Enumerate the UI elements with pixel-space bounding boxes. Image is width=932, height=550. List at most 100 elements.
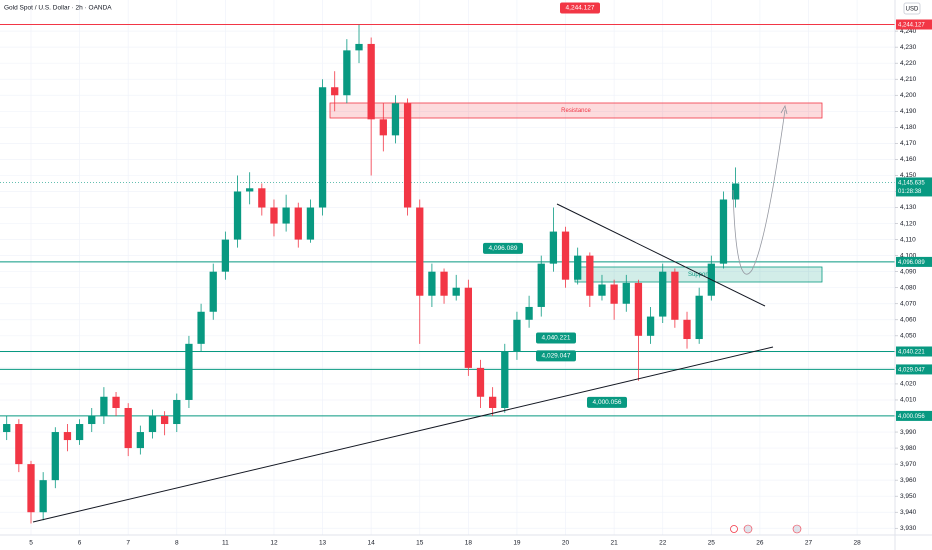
event-icon[interactable] bbox=[730, 525, 738, 533]
candle-body bbox=[367, 43, 375, 120]
level-axis-label: 4,244.127 bbox=[898, 23, 925, 29]
level-tag-label: 4,029.047 bbox=[542, 353, 571, 360]
x-tick-label: 11 bbox=[222, 540, 229, 547]
y-tick-label: 4,230 bbox=[900, 44, 917, 51]
y-tick-label: 3,930 bbox=[900, 525, 917, 532]
x-tick-label: 14 bbox=[368, 540, 376, 547]
candle-body bbox=[148, 416, 157, 433]
level-tag-label: 4,000.056 bbox=[593, 399, 622, 406]
candle-body bbox=[173, 399, 181, 425]
chart-title: Gold Spot / U.S. Dollar · 2h · OANDA bbox=[4, 5, 112, 12]
candle-body bbox=[416, 207, 424, 296]
level-axis-tag bbox=[896, 410, 932, 421]
price-axis bbox=[895, 0, 932, 550]
y-tick-label: 3,960 bbox=[900, 477, 917, 484]
y-tick-label: 4,190 bbox=[900, 108, 917, 115]
candle-body bbox=[160, 416, 169, 425]
level-axis-label: 4,040.221 bbox=[898, 350, 925, 356]
candle-body bbox=[634, 282, 643, 336]
y-tick-label: 4,100 bbox=[900, 252, 917, 259]
y-tick-label: 3,990 bbox=[900, 429, 917, 436]
candle-body bbox=[197, 311, 205, 344]
level-tag-label: 4,244.127 bbox=[566, 5, 595, 12]
candle-body bbox=[51, 432, 59, 481]
candle-body bbox=[598, 284, 606, 296]
candle-body bbox=[27, 464, 35, 513]
y-tick-label: 4,050 bbox=[900, 333, 917, 340]
x-tick-label: 12 bbox=[270, 540, 278, 547]
candle-body bbox=[270, 207, 278, 224]
y-tick-label: 3,970 bbox=[900, 461, 917, 468]
axes: 3,930 3,940 3,950 3,960 3,970 3,980 3,990 4,000… bbox=[29, 19, 932, 547]
candle-body bbox=[343, 50, 351, 96]
candle-body bbox=[452, 287, 460, 296]
candles bbox=[3, 24, 740, 524]
falling-trendline bbox=[556, 203, 766, 307]
candle-body bbox=[185, 343, 193, 400]
x-tick-label: 6 bbox=[78, 540, 82, 547]
x-tick-label: 5 bbox=[29, 540, 33, 547]
y-tick-label: 3,950 bbox=[900, 493, 917, 500]
x-tick-label: 22 bbox=[659, 540, 667, 547]
y-tick-label: 4,180 bbox=[900, 124, 917, 131]
candle-body bbox=[488, 396, 497, 408]
y-tick-label: 3,940 bbox=[900, 509, 917, 516]
y-tick-label: 4,060 bbox=[900, 316, 917, 323]
levels: 4,244.127 4,096.089 4,040.221 4,029.047 4,00… bbox=[0, 2, 895, 417]
candle-body bbox=[75, 424, 84, 441]
candle-body bbox=[719, 199, 728, 264]
candle-body bbox=[731, 183, 740, 200]
level-tag bbox=[483, 242, 523, 254]
level-tag bbox=[587, 396, 627, 408]
resistance-label: Resistance bbox=[561, 108, 591, 114]
level-tag-label: 4,096.089 bbox=[489, 245, 518, 252]
rising-trendline bbox=[32, 346, 774, 523]
support-label: Support bbox=[688, 272, 709, 278]
level-axis-label: 4,000.056 bbox=[898, 414, 925, 420]
y-tick-label: 4,220 bbox=[900, 60, 917, 67]
candle-body bbox=[561, 231, 570, 280]
currency-button[interactable] bbox=[903, 2, 921, 15]
candle-body bbox=[246, 188, 254, 192]
candle-body bbox=[221, 239, 230, 272]
candle-body bbox=[659, 271, 667, 317]
x-tick-label: 13 bbox=[319, 540, 327, 547]
candle-body bbox=[646, 316, 655, 336]
currency-label: USD bbox=[906, 6, 919, 12]
y-tick-label: 4,020 bbox=[900, 381, 917, 388]
event-icon[interactable] bbox=[792, 524, 802, 534]
level-tag bbox=[560, 2, 600, 14]
candle-body bbox=[440, 271, 448, 296]
candle-body bbox=[3, 424, 11, 433]
y-tick-label: 4,130 bbox=[900, 204, 917, 211]
candle-body bbox=[537, 263, 545, 307]
candle-body bbox=[100, 396, 108, 417]
y-tick-label: 4,150 bbox=[900, 172, 917, 179]
candle-body bbox=[586, 255, 594, 296]
y-tick-label: 4,200 bbox=[900, 92, 917, 99]
candle-body bbox=[39, 480, 47, 513]
current-price-label: 4,145.635 bbox=[898, 181, 925, 187]
candle-body bbox=[464, 287, 472, 368]
candle-body bbox=[294, 207, 302, 240]
candle-body bbox=[233, 191, 242, 240]
candle-body bbox=[549, 231, 558, 264]
projection-path bbox=[732, 109, 786, 275]
x-tick-label: 21 bbox=[611, 540, 619, 547]
candle-body bbox=[501, 351, 509, 408]
x-tick-label: 25 bbox=[708, 540, 716, 547]
y-tick-label: 4,010 bbox=[900, 397, 917, 404]
candle-body bbox=[379, 119, 387, 136]
candle-body bbox=[258, 188, 266, 208]
level-tag-label: 4,040.221 bbox=[542, 335, 571, 342]
level-tag bbox=[536, 350, 576, 362]
level-axis-tag bbox=[896, 364, 932, 375]
candle-body bbox=[622, 282, 630, 304]
level-tag bbox=[536, 332, 576, 344]
resistance-zone bbox=[329, 102, 823, 119]
level-axis-tag bbox=[896, 19, 932, 30]
candle-body bbox=[306, 207, 315, 240]
candle-body bbox=[331, 87, 339, 96]
event-icon[interactable] bbox=[743, 524, 753, 534]
